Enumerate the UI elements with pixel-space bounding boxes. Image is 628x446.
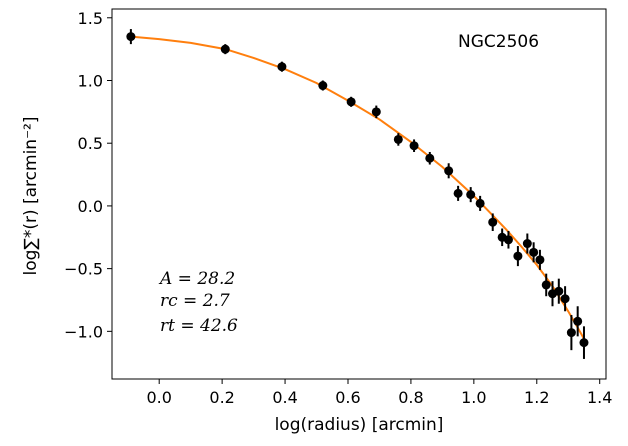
data-point xyxy=(277,62,287,72)
data-point xyxy=(560,294,570,304)
data-point xyxy=(126,32,136,42)
data-point xyxy=(220,44,230,54)
data-point xyxy=(346,97,356,107)
data-point xyxy=(503,235,513,245)
y-tick-label: 1.0 xyxy=(78,71,103,90)
annotation-tidal-radius: rt = 42.6 xyxy=(160,316,238,336)
plot-frame xyxy=(111,8,607,380)
x-tick-label: 0.0 xyxy=(146,388,171,407)
data-point xyxy=(566,328,576,338)
x-tick-label: 0.8 xyxy=(398,388,423,407)
data-point xyxy=(409,141,419,151)
plot-area xyxy=(126,29,589,359)
data-point xyxy=(488,217,498,227)
y-tick-label: −0.5 xyxy=(64,260,103,279)
y-tick-label: −1.0 xyxy=(64,322,103,341)
data-point xyxy=(535,255,545,265)
data-point xyxy=(425,153,435,163)
y-tick-label: 1.5 xyxy=(78,9,103,28)
data-point xyxy=(522,239,532,249)
x-tick-label: 1.4 xyxy=(587,388,612,407)
x-axis-title: log(radius) [arcmin] xyxy=(275,415,444,435)
annotation-amplitude: A = 28.2 xyxy=(158,269,235,289)
x-tick-label: 0.2 xyxy=(209,388,234,407)
data-point xyxy=(475,198,485,208)
x-tick-label: 0.6 xyxy=(335,388,360,407)
y-tick-label: 0.0 xyxy=(78,197,103,216)
y-tick-label: 0.5 xyxy=(78,134,103,153)
data-point xyxy=(541,280,551,290)
data-point xyxy=(444,166,454,176)
data-point xyxy=(513,251,523,261)
cluster-name-label: NGC2506 xyxy=(458,32,539,52)
data-point xyxy=(371,107,381,117)
data-point xyxy=(453,188,463,198)
y-axis-title: log∑*(r) [arcmin⁻²] xyxy=(21,116,41,275)
data-point xyxy=(529,247,539,257)
data-point xyxy=(579,338,589,348)
data-point xyxy=(318,81,328,91)
annotation-core-radius: rc = 2.7 xyxy=(160,291,230,311)
axis-ticks: 0.0 0.2 0.4 0.6 0.8 1.0 1.2 1.4 1.5 1.0 0.5 0.0 −0.5… xyxy=(64,9,612,407)
data-point xyxy=(554,286,564,296)
data-point xyxy=(573,316,583,326)
x-tick-label: 0.4 xyxy=(272,388,297,407)
data-point xyxy=(393,134,403,144)
x-tick-label: 1.2 xyxy=(524,388,549,407)
point-layer xyxy=(126,32,589,348)
x-tick-label: 1.0 xyxy=(461,388,486,407)
data-point xyxy=(466,190,476,200)
